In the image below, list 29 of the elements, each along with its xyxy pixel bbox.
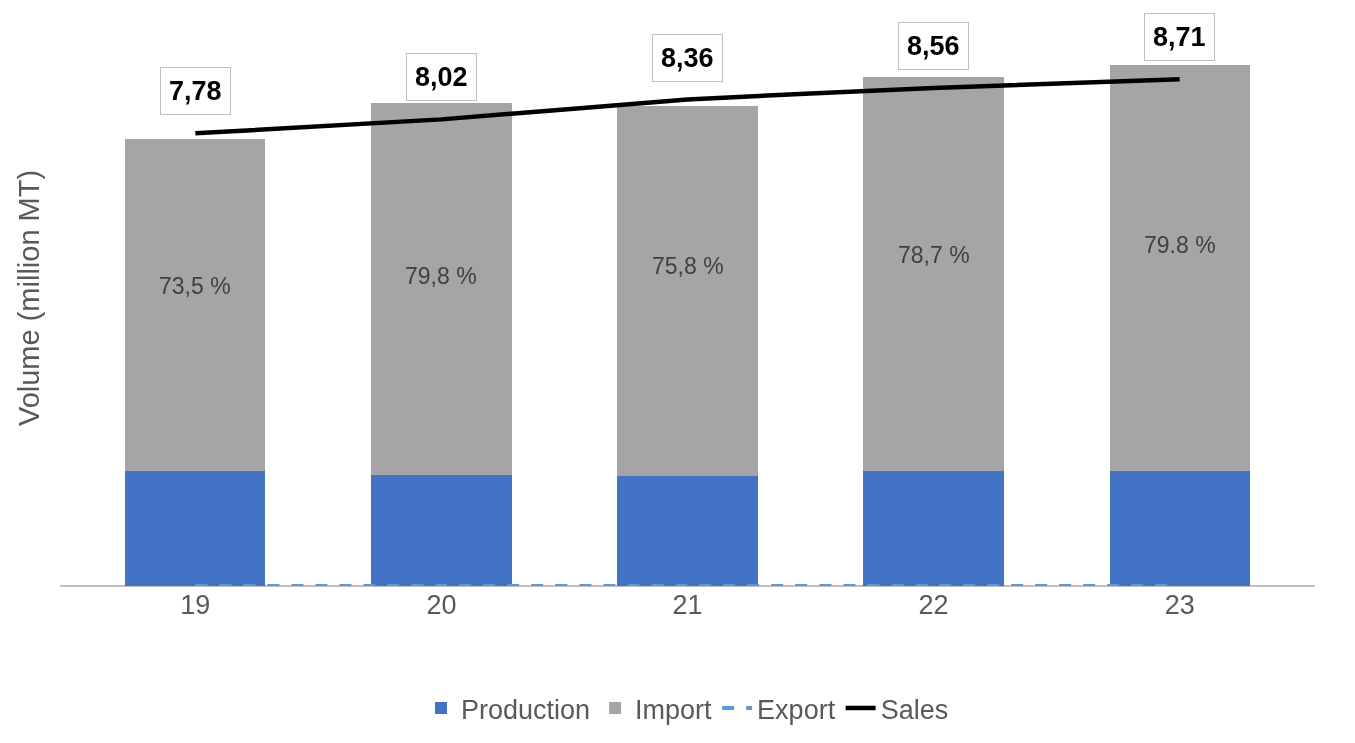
data-label: 8,71 <box>1153 22 1206 52</box>
data-label: 8,36 <box>661 43 714 73</box>
y-axis-title: Volume (million MT) <box>13 169 46 427</box>
bar <box>863 77 1004 472</box>
bar <box>863 471 1004 586</box>
bar <box>125 138 266 472</box>
legend-label: Sales <box>880 694 949 725</box>
x-tick-label: 23 <box>1164 590 1195 620</box>
bar <box>1109 65 1250 472</box>
x-tick-label: 19 <box>180 590 211 620</box>
annotation: 75,8 % <box>652 253 724 279</box>
bar <box>1109 471 1250 586</box>
annotation: 79.8 % <box>1144 232 1216 258</box>
data-label: 8,02 <box>415 62 468 92</box>
annotation: 78,7 % <box>898 242 970 268</box>
bar <box>371 475 512 586</box>
bar <box>617 106 758 477</box>
legend-label: Production <box>461 694 591 725</box>
legend-label: Import <box>635 694 713 725</box>
x-tick-label: 22 <box>918 590 949 620</box>
bar <box>125 471 266 586</box>
annotation: 73,5 % <box>159 273 231 299</box>
x-tick-label: 21 <box>672 590 703 620</box>
annotation: 79,8 % <box>405 263 477 289</box>
data-label: 7,78 <box>169 76 222 106</box>
legend-label: Export <box>757 694 836 725</box>
bar <box>617 476 758 586</box>
data-label: 8,56 <box>907 31 960 61</box>
x-tick-label: 20 <box>426 590 457 620</box>
